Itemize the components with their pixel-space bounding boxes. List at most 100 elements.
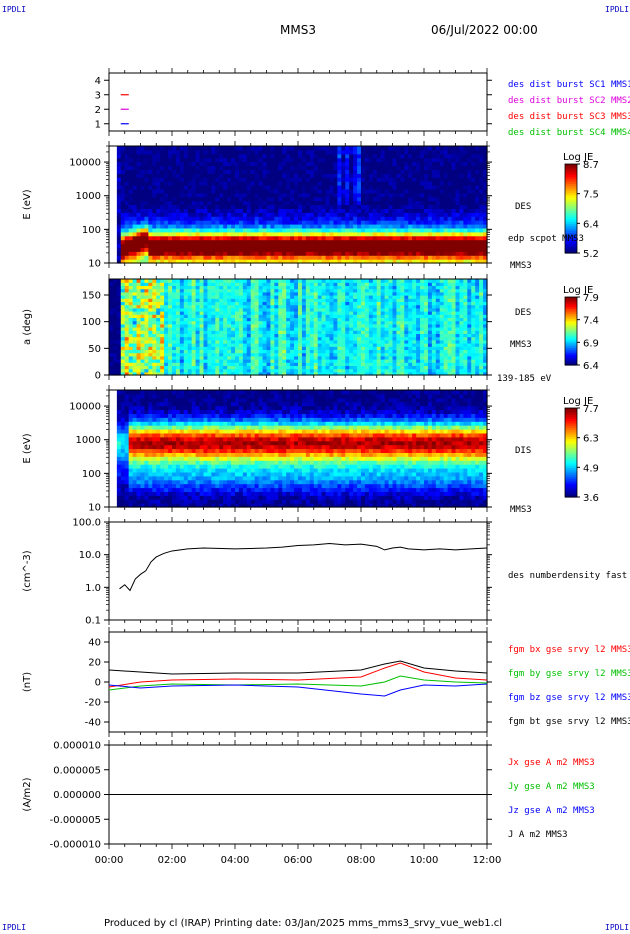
spectrogram-cell xyxy=(325,181,331,186)
spectrogram-cell xyxy=(211,181,216,186)
spectrogram-cell xyxy=(325,288,331,293)
spectrogram-cell xyxy=(471,227,476,233)
spectrogram-cell xyxy=(455,212,461,217)
spectrogram-cell xyxy=(242,307,248,312)
spectrogram-cell xyxy=(301,200,307,206)
spectrogram-cell xyxy=(160,317,165,322)
spectrogram-cell xyxy=(357,235,362,241)
spectrogram-cell xyxy=(199,247,205,252)
spectrogram-cell xyxy=(211,339,216,344)
spectrogram-cell xyxy=(357,185,362,190)
spectrogram-cell xyxy=(325,165,331,170)
spectrogram-cell xyxy=(341,259,346,264)
spectrogram-cell xyxy=(156,161,161,167)
spectrogram-cell xyxy=(258,333,264,338)
spectrogram-cell xyxy=(298,346,303,350)
spectrogram-cell xyxy=(231,212,236,217)
spectrogram-cell xyxy=(187,239,193,245)
spectrogram-cell xyxy=(227,327,232,331)
spectrogram-cell xyxy=(329,216,335,221)
spectrogram-cell xyxy=(227,368,232,373)
spectrogram-cell xyxy=(254,208,260,213)
spectrogram-cell xyxy=(148,362,153,366)
spectrogram-cell xyxy=(183,212,189,217)
spectrogram-cell xyxy=(179,346,185,350)
spectrogram-cell xyxy=(120,161,126,167)
spectrogram-cell xyxy=(298,365,303,370)
spectrogram-cell xyxy=(341,298,346,302)
spectrogram-cell xyxy=(305,169,311,174)
spectrogram-cell xyxy=(140,216,146,221)
spectrogram-cell xyxy=(361,224,366,229)
spectrogram-cell xyxy=(128,251,134,256)
spectrogram-cell xyxy=(179,216,185,221)
spectrogram-cell xyxy=(199,343,205,347)
spectrogram-cell xyxy=(246,247,252,252)
spectrogram-cell xyxy=(412,235,417,241)
spectrogram-cell xyxy=(219,298,224,302)
spectrogram-cell xyxy=(286,295,291,299)
spectrogram-cell xyxy=(278,333,283,338)
spectrogram-cell xyxy=(270,301,275,306)
spectrogram-cell xyxy=(195,285,201,290)
spectrogram-cell xyxy=(211,200,216,206)
spectrogram-cell xyxy=(168,185,173,190)
spectrogram-cell xyxy=(116,365,122,370)
spectrogram-cell xyxy=(235,301,240,306)
spectrogram-cell xyxy=(191,243,197,248)
spectrogram-cell xyxy=(207,220,212,225)
spectrogram-cell xyxy=(195,327,201,331)
spectrogram-cell xyxy=(290,165,295,170)
spectrogram-cell xyxy=(231,243,236,248)
spectrogram-cell xyxy=(278,192,283,198)
spectrogram-cell xyxy=(301,227,307,233)
spectrogram-cell xyxy=(156,247,161,252)
colorbar-step xyxy=(565,212,577,216)
spectrogram-cell xyxy=(148,188,153,194)
spectrogram-cell xyxy=(164,192,169,198)
spectrogram-cell xyxy=(179,365,185,370)
spectrogram-cell xyxy=(266,188,272,194)
spectrogram-cell xyxy=(152,320,157,325)
spectrogram-cell xyxy=(172,185,177,190)
spectrogram-cell xyxy=(235,161,240,167)
spectrogram-cell xyxy=(325,169,331,174)
spectrogram-cell xyxy=(187,243,193,248)
spectrogram-cell xyxy=(156,298,161,302)
spectrogram-cell xyxy=(290,200,295,206)
spectrogram-cell xyxy=(301,259,307,264)
spectrogram-cell xyxy=(282,371,287,376)
spectrogram-cell xyxy=(195,368,201,373)
spectrogram-cell xyxy=(109,346,114,350)
spectrogram-cell xyxy=(223,295,228,299)
spectrogram-cell xyxy=(160,288,165,293)
spectrogram-cell xyxy=(144,192,149,198)
spectrogram-cell xyxy=(435,196,441,202)
spectrogram-cell xyxy=(227,196,232,202)
spectrogram-cell xyxy=(333,192,338,198)
spectrogram-cell xyxy=(179,181,185,186)
spectrogram-cell xyxy=(164,251,169,256)
spectrogram-cell xyxy=(191,173,197,178)
spectrogram-cell xyxy=(183,251,189,256)
spectrogram-cell xyxy=(199,212,205,217)
spectrogram-cell xyxy=(187,181,193,186)
spectrogram-cell xyxy=(471,259,476,264)
spectrogram-cells xyxy=(109,146,488,264)
spectrogram-cell xyxy=(333,255,338,260)
spectrogram-cell xyxy=(132,235,138,241)
spectrogram-cell xyxy=(321,279,327,283)
spectrogram-cell xyxy=(199,327,205,331)
spectrogram-cell xyxy=(412,173,417,178)
spectrogram-cell xyxy=(219,255,224,260)
spectrogram-cell xyxy=(144,149,149,155)
spectrogram-cell xyxy=(329,288,335,293)
spectrogram-cell xyxy=(349,196,354,202)
spectrogram-cell xyxy=(199,298,205,302)
spectrogram-cell xyxy=(298,317,303,322)
spectrogram-cell xyxy=(183,169,189,174)
spectrogram-cell xyxy=(329,339,335,344)
spectrogram-cell xyxy=(199,288,205,293)
spectrogram-cell xyxy=(156,365,161,370)
spectrogram-cell xyxy=(408,235,413,241)
